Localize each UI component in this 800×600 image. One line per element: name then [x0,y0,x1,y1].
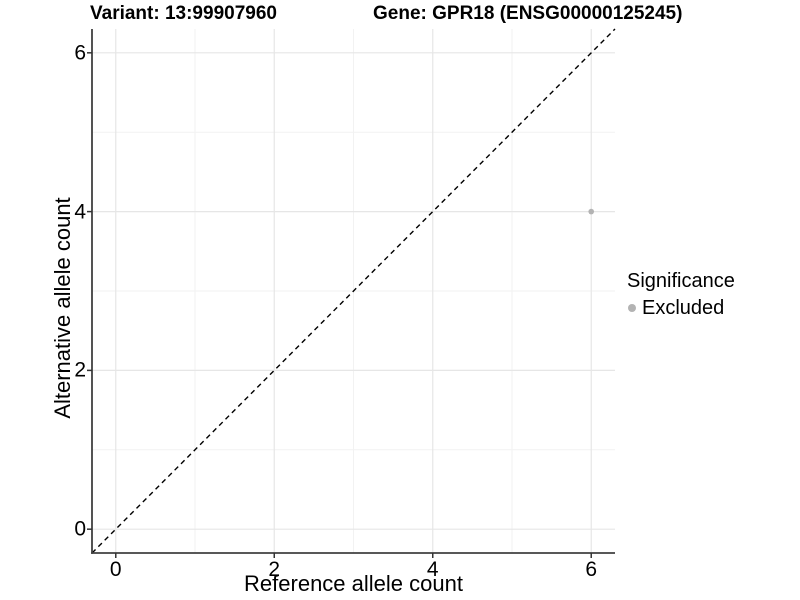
x-axis-title: Reference allele count [244,571,463,596]
x-tick-label: 0 [109,558,122,581]
x-tick-label: 4 [426,558,439,581]
y-tick-label: 0 [74,517,86,541]
legend-item-excluded: Excluded [627,296,735,320]
y-tick-label: 4 [74,200,86,224]
legend-item-label: Excluded [642,297,725,319]
y-tick-label: 6 [74,41,86,65]
y-tick-label: 2 [74,358,86,382]
x-tick-label: 6 [585,558,598,581]
data-point [588,208,595,215]
plot-title-variant: Variant: 13:99907960 [90,3,277,24]
y-axis-title: Alternative allele count [49,197,75,419]
x-tick-label: 2 [268,558,281,581]
legend-point-swatch [628,304,636,312]
legend-title: Significance [627,270,735,292]
plot-title-gene: Gene: GPR18 (ENSG00000125245) [373,3,683,24]
identity-reference-line [91,28,616,554]
legend: Significance Excluded [627,269,735,320]
